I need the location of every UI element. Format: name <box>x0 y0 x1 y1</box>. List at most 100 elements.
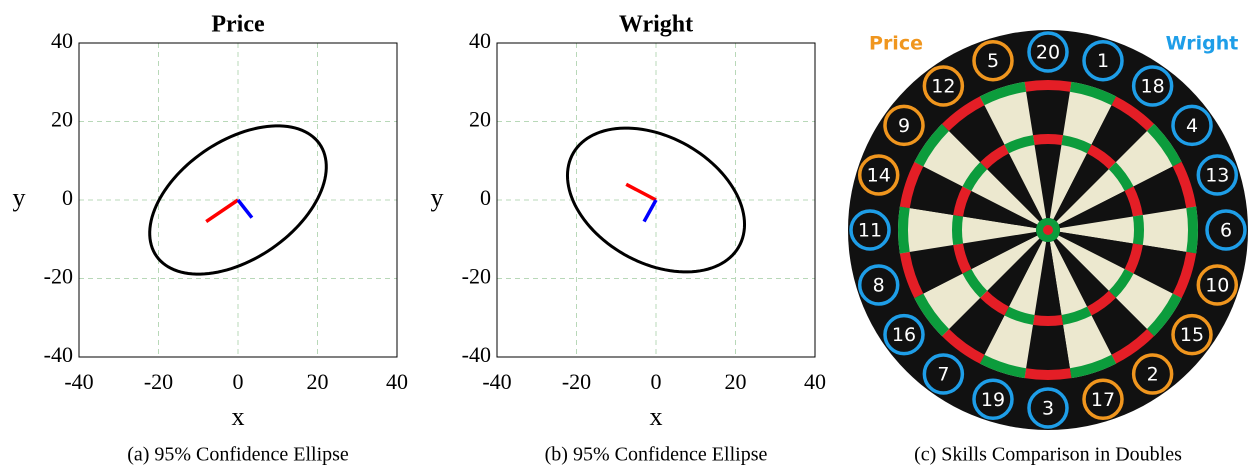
treble-ring <box>1087 290 1116 316</box>
double-marker <box>1131 65 1174 107</box>
x-tick-label: 20 <box>725 369 747 394</box>
double-ring <box>1024 79 1072 92</box>
double-marker <box>1171 313 1213 356</box>
double-marker <box>1205 209 1247 251</box>
treble-ring <box>1108 269 1134 298</box>
axes-box <box>496 42 816 358</box>
treble-ring <box>1004 306 1035 325</box>
double-ring <box>1069 354 1117 379</box>
x-tick-label: -20 <box>144 369 173 394</box>
double-marker <box>1027 387 1069 429</box>
double-marker <box>972 39 1014 82</box>
double-ring <box>1172 161 1197 209</box>
treble-ring <box>1108 162 1134 191</box>
eigen-vector <box>205 198 239 224</box>
y-tick-label: 0 <box>480 185 491 210</box>
double-marker <box>1082 378 1124 421</box>
chart-title: Wright <box>619 12 693 38</box>
treble-ring <box>1124 186 1143 217</box>
segment-number: 7 <box>937 364 949 386</box>
y-tick-label: -40 <box>44 342 73 367</box>
segment-number: 17 <box>1091 389 1115 411</box>
double-ring <box>1146 293 1182 337</box>
segment-number: 18 <box>1141 75 1165 97</box>
y-tick-label: -20 <box>44 264 73 289</box>
x-tick-label: -40 <box>482 369 511 394</box>
treble-ring <box>1004 135 1035 154</box>
treble-ring <box>1061 135 1092 154</box>
x-tick-label: 40 <box>386 369 408 394</box>
confidence-ellipse <box>148 124 328 276</box>
double-marker <box>1082 39 1124 82</box>
segment-number: 19 <box>981 389 1005 411</box>
double-ring <box>914 123 950 167</box>
double-marker <box>1196 154 1239 196</box>
double-ring <box>979 354 1027 379</box>
double-ring <box>899 161 924 209</box>
segment-number: 16 <box>892 324 916 346</box>
double-ring <box>941 96 985 132</box>
segment-number: 14 <box>867 164 891 186</box>
eigen-vector <box>236 198 254 219</box>
y-tick-label: -40 <box>462 342 491 367</box>
segment <box>1024 79 1072 219</box>
double-ring <box>1111 96 1155 132</box>
segment-number: 1 <box>1097 50 1109 72</box>
caption: (a) 95% Confidence Ellipse <box>127 444 349 466</box>
double-ring <box>1172 251 1197 299</box>
double-marker <box>857 154 900 196</box>
x-tick-label: 20 <box>307 369 329 394</box>
x-tick-label: 0 <box>651 369 662 394</box>
double-ring <box>1186 206 1198 254</box>
double-marker <box>922 65 965 107</box>
confidence-ellipse <box>565 126 747 274</box>
treble-ring <box>1124 243 1143 274</box>
chart-title: Price <box>211 12 265 38</box>
segment <box>898 206 1037 254</box>
x-axis-label: x <box>650 402 663 431</box>
x-axis-label: x <box>232 402 245 431</box>
y-tick-label: 20 <box>51 107 73 132</box>
treble-ring <box>962 269 988 298</box>
segment-number: 11 <box>858 220 882 242</box>
segment <box>1024 241 1072 381</box>
treble-ring <box>953 243 972 274</box>
treble-ring <box>953 186 972 217</box>
y-tick-label: -20 <box>462 264 491 289</box>
segment-number: 4 <box>1186 115 1198 137</box>
treble-ring <box>980 144 1009 170</box>
treble-ring <box>1032 314 1064 327</box>
double-ring <box>1069 81 1117 106</box>
double-ring <box>941 328 985 364</box>
x-tick-label: 0 <box>233 369 244 394</box>
treble-ring <box>980 290 1009 316</box>
y-tick-label: 40 <box>469 28 491 53</box>
segment-number: 20 <box>1036 42 1060 64</box>
double-ring <box>979 81 1027 106</box>
eigen-vector <box>625 182 657 202</box>
legend-entry: Price <box>869 33 923 55</box>
y-tick-label: 0 <box>62 185 73 210</box>
double-marker <box>883 104 925 147</box>
segment-number: 3 <box>1042 398 1054 420</box>
treble-ring <box>1061 306 1092 325</box>
segment-number: 8 <box>873 275 885 297</box>
double-marker <box>1027 31 1069 73</box>
caption: (b) 95% Confidence Ellipse <box>545 444 768 466</box>
treble-ring <box>962 162 988 191</box>
segment-number: 9 <box>898 115 910 137</box>
caption: (c) Skills Comparison in Doubles <box>914 444 1182 466</box>
segment <box>1059 206 1198 254</box>
segment-number: 15 <box>1180 324 1204 346</box>
double-ring <box>898 206 910 254</box>
y-tick-label: 20 <box>469 107 491 132</box>
double-marker <box>849 209 891 251</box>
treble-ring <box>1132 214 1144 246</box>
segment-number: 12 <box>931 75 955 97</box>
segment-number: 13 <box>1205 164 1229 186</box>
double-marker <box>972 378 1014 421</box>
double-ring <box>914 293 950 337</box>
double-marker <box>1196 264 1239 306</box>
double-ring <box>899 251 924 299</box>
